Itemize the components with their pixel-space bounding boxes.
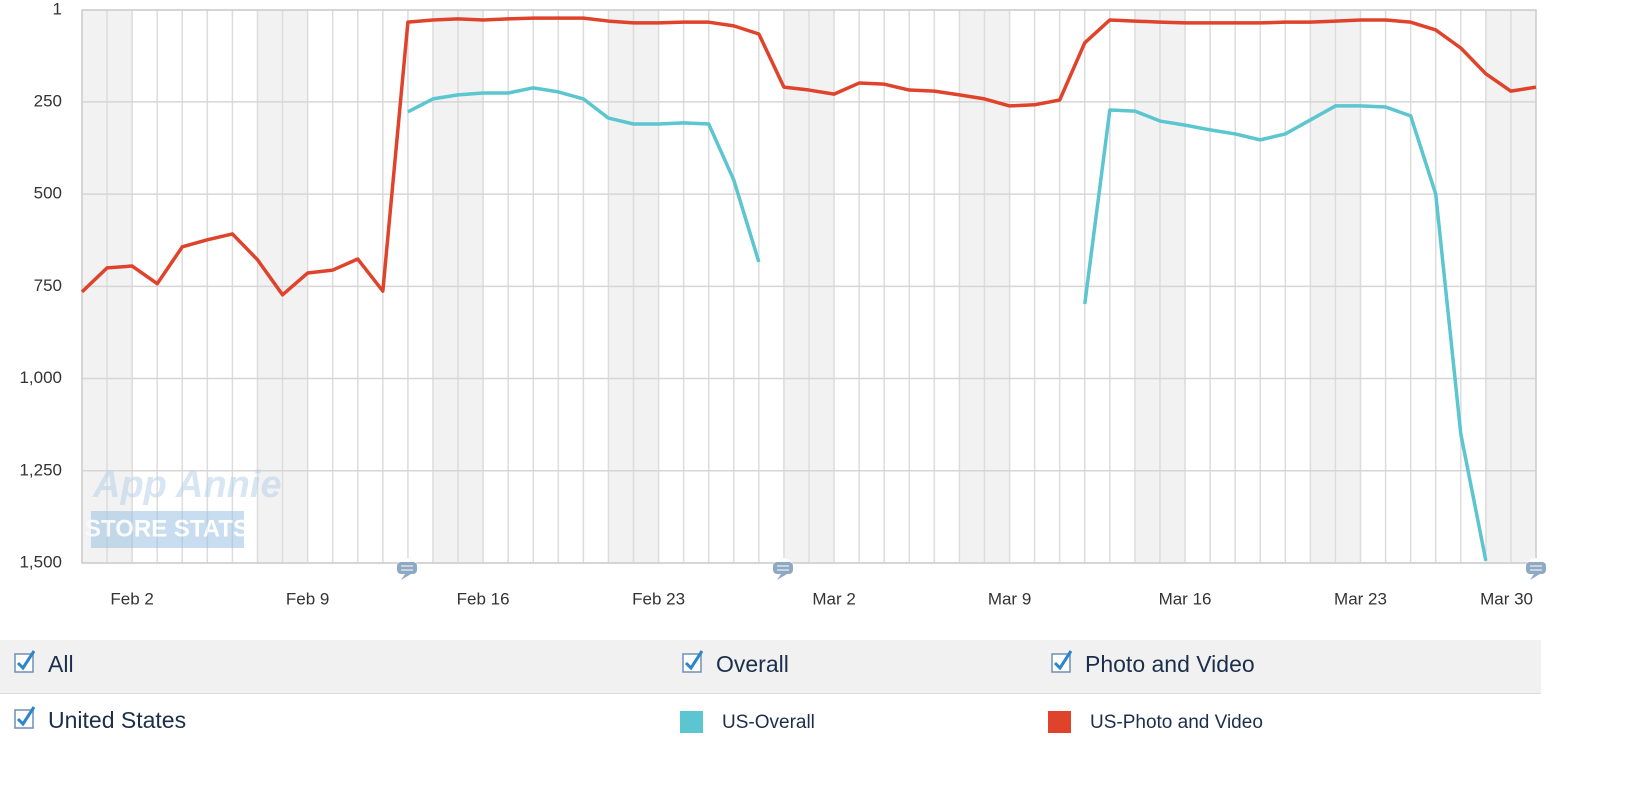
filter-label[interactable]: All <box>48 651 74 677</box>
checkbox-check <box>16 706 36 727</box>
filter-label[interactable]: Overall <box>716 651 789 677</box>
watermark-box <box>91 511 244 548</box>
filters: All Overall Photo and Video United States <box>14 650 1255 733</box>
legend-swatch[interactable] <box>680 711 703 733</box>
x-tick-label: Mar 16 <box>1159 589 1212 608</box>
plot-border <box>81 9 1537 564</box>
y-tick-label: 750 <box>34 276 62 295</box>
legend-label[interactable]: US-Overall <box>722 712 815 733</box>
x-tick-label: Feb 9 <box>286 589 329 608</box>
checkbox[interactable] <box>682 650 704 673</box>
x-tick-label: Mar 23 <box>1334 589 1387 608</box>
y-tick-label: 1,250 <box>19 460 62 479</box>
grid <box>81 9 1537 564</box>
filter-row-background <box>0 640 1541 693</box>
axis-labels: 1 250 500 750 1,000 1,250 1,500 Feb 2 Feb 9 Feb 1… <box>19 0 1533 608</box>
x-tick-label: Feb 23 <box>632 589 685 608</box>
filter-label[interactable]: Photo and Video <box>1085 651 1255 677</box>
annotation-icons <box>396 558 1547 580</box>
watermark: App Annie STORE STATS <box>85 464 282 548</box>
x-tick-label: Feb 2 <box>110 589 153 608</box>
x-tick-label: Mar 9 <box>988 589 1031 608</box>
checkbox-check <box>1053 650 1073 671</box>
x-tick-label: Feb 16 <box>457 589 510 608</box>
y-tick-label: 500 <box>34 184 62 203</box>
series-line <box>80 16 1537 297</box>
annotation-icon[interactable] <box>1525 558 1547 580</box>
x-tick-label: Mar 2 <box>812 589 855 608</box>
y-tick-label: 1,500 <box>19 552 62 571</box>
legend: US-Overall US-Photo and Video <box>680 711 1263 733</box>
checkbox-check <box>684 650 704 671</box>
checkbox[interactable] <box>14 706 36 729</box>
checkbox-check <box>16 650 36 671</box>
series-line <box>407 86 1488 562</box>
watermark-title: App Annie <box>92 464 282 506</box>
y-tick-label: 1 <box>53 0 62 18</box>
annotation-icon[interactable] <box>396 558 418 580</box>
x-tick-label: Mar 30 <box>1480 589 1533 608</box>
checkbox[interactable] <box>1051 650 1073 673</box>
checkbox[interactable] <box>14 650 36 673</box>
legend-label[interactable]: US-Photo and Video <box>1090 712 1263 733</box>
y-tick-label: 1,000 <box>19 368 62 387</box>
filter-label[interactable]: United States <box>48 707 186 733</box>
watermark-subtitle: STORE STATS <box>85 515 249 542</box>
legend-swatch[interactable] <box>1048 711 1071 733</box>
annotation-icon[interactable] <box>772 558 794 580</box>
y-tick-label: 250 <box>34 91 62 110</box>
series-lines <box>80 16 1537 562</box>
